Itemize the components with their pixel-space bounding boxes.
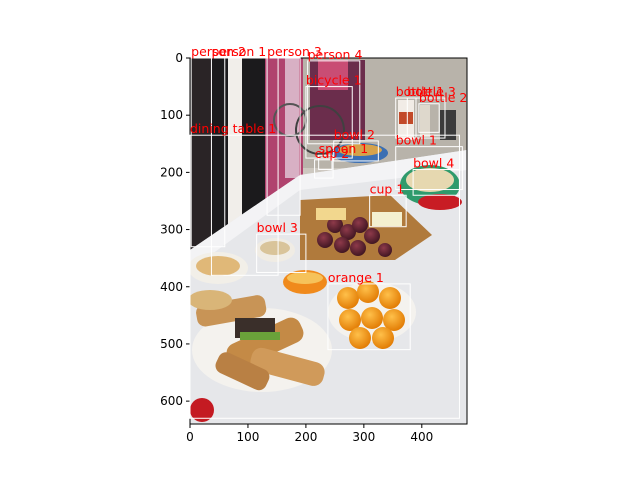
detection-box [412, 169, 460, 196]
x-tick-label: 200 [294, 430, 317, 444]
x-tick-label: 400 [410, 430, 433, 444]
detection-box [190, 57, 226, 248]
detection-box [314, 159, 334, 179]
y-tick-label: 300 [160, 223, 183, 237]
detection-label: bicycle 1 [306, 73, 362, 88]
y-axis: 0 100 200 300 400 500 600 [160, 51, 190, 408]
detection-box [189, 134, 460, 419]
detection-box [395, 97, 417, 139]
y-tick-label: 500 [160, 337, 183, 351]
x-tick-label: 0 [186, 430, 194, 444]
detection-label: bowl 4 [413, 156, 454, 171]
detection-label: bowl 3 [257, 220, 298, 235]
detection-label: bowl 1 [396, 133, 437, 148]
detection-label: cup 2 [315, 146, 350, 161]
y-tick-label: 100 [160, 108, 183, 122]
detection-box [327, 283, 411, 351]
detection-label: person 4 [308, 47, 363, 62]
detection-box [333, 140, 379, 162]
detection-box [418, 103, 440, 133]
x-axis: 0 100 200 300 400 [186, 424, 433, 444]
detection-label: spoon 1 [319, 141, 369, 156]
detection-label: bottle 1 [396, 84, 444, 99]
detection-label: dining table 1 [190, 121, 276, 136]
detection-box [406, 97, 446, 139]
detection-box [256, 233, 307, 273]
detection-label: orange 1 [328, 270, 384, 285]
y-tick-label: 200 [160, 165, 183, 179]
detection-box [305, 86, 353, 159]
detection-box [395, 146, 463, 191]
detection-label: bottle 3 [407, 84, 455, 99]
detection-label: person 1 [211, 44, 266, 59]
y-tick-label: 400 [160, 280, 183, 294]
party-food-photo [190, 58, 467, 424]
detection-box [266, 57, 301, 216]
y-tick-label: 600 [160, 394, 183, 408]
detection-label: person 2 [191, 44, 246, 59]
detection-label: bowl 2 [334, 127, 375, 142]
x-tick-label: 300 [352, 430, 375, 444]
y-tick-label: 0 [175, 51, 183, 65]
detection-box [318, 154, 333, 171]
detection-label: person 3 [267, 44, 322, 59]
detection-label: cup 1 [370, 181, 405, 196]
detection-boxes [189, 57, 463, 419]
detection-box [210, 57, 279, 276]
detection-label: bottle 2 [419, 90, 467, 105]
x-tick-label: 100 [236, 430, 259, 444]
detection-box [369, 194, 407, 228]
